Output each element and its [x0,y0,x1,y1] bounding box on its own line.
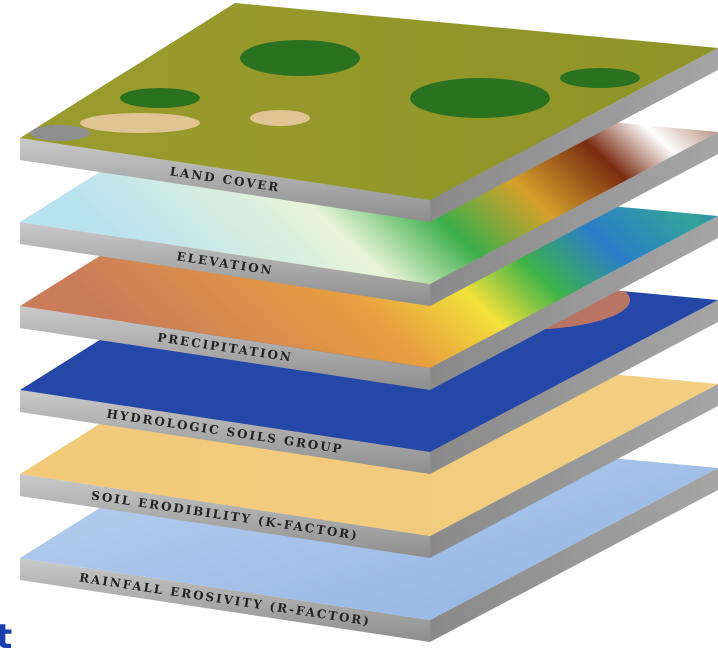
layer-side [430,216,718,390]
texture-patch [80,113,200,133]
layer-side [430,300,718,474]
text-fragment: t [0,617,12,651]
layer-front [20,306,430,390]
layer-front [20,474,430,558]
layer-surface [20,3,718,200]
map-layer: LAND COVER [20,3,718,222]
layer-front [20,558,430,642]
texture-patch [30,125,90,141]
layer-side [430,468,718,642]
layer-side [430,384,718,558]
layer-side [430,48,718,222]
layer-front [20,390,430,474]
texture-patch [250,110,310,126]
layer-front [20,138,430,222]
layer-front [20,222,430,306]
layer-side [430,132,718,306]
texture-patch [120,88,200,108]
layer-texture [30,40,640,141]
texture-patch [410,78,550,118]
texture-patch [240,40,360,76]
texture-patch [560,68,640,88]
